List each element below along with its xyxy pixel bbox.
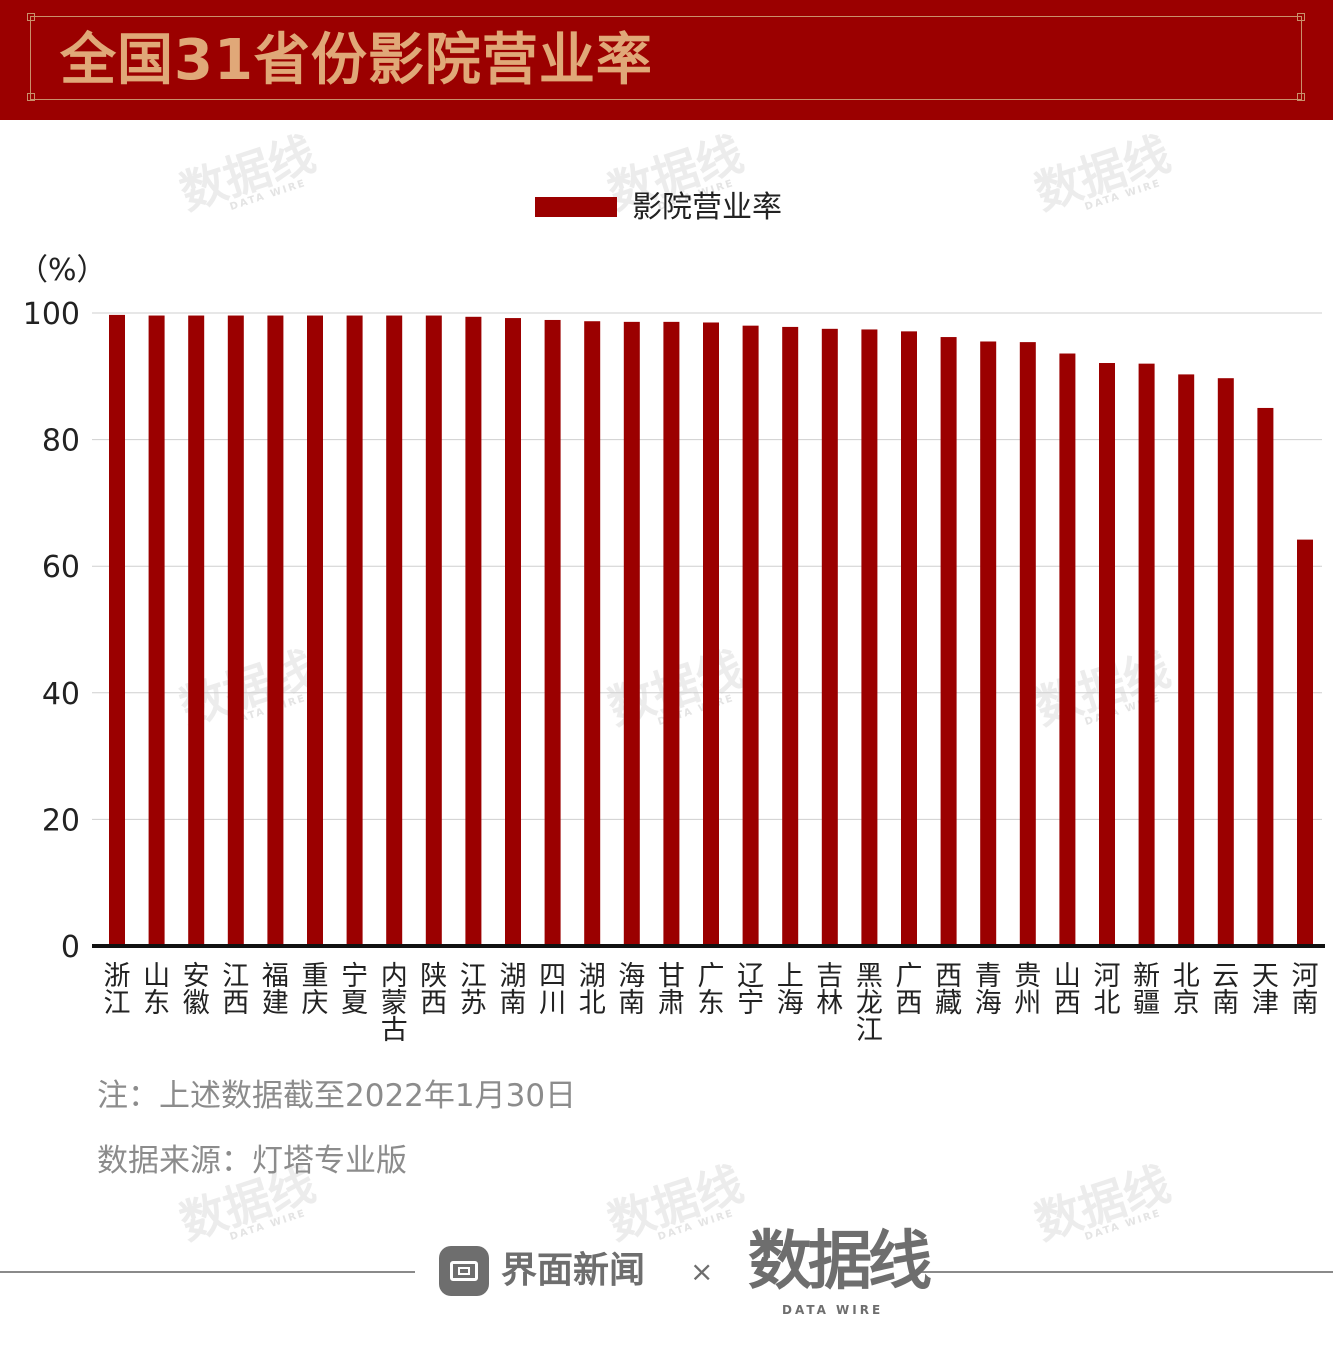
x-tick-label: 宁夏 bbox=[341, 961, 368, 1019]
bar bbox=[782, 326, 799, 946]
bar bbox=[623, 321, 640, 946]
x-tick-label: 贵州 bbox=[1014, 961, 1041, 1019]
watermark-sub: DATA WIRE bbox=[1083, 1207, 1163, 1243]
x-tick-label: 辽宁 bbox=[737, 961, 764, 1019]
x-tick-label: 陕西 bbox=[420, 961, 447, 1019]
header-banner: 全国31省份影院营业率 bbox=[0, 0, 1333, 120]
footer-brand: 界面新闻 bbox=[501, 1250, 646, 1291]
bar bbox=[1257, 407, 1274, 946]
partner-logo: 数据线 bbox=[748, 1225, 932, 1299]
bar bbox=[584, 321, 601, 946]
bar bbox=[267, 315, 284, 946]
y-axis-label: （%） bbox=[18, 253, 107, 288]
legend-label: 影院营业率 bbox=[632, 190, 782, 225]
x-tick-label: 河南 bbox=[1292, 961, 1319, 1019]
x-tick-label: 黑龙江 bbox=[856, 961, 883, 1046]
bar bbox=[663, 321, 680, 946]
banner-frame bbox=[30, 16, 1302, 100]
x-tick-label: 湖北 bbox=[579, 961, 606, 1019]
x-tick-label: 新疆 bbox=[1133, 961, 1160, 1019]
bar bbox=[465, 316, 482, 947]
x-tick-label: 江苏 bbox=[460, 961, 487, 1019]
bar bbox=[188, 315, 205, 946]
jiemian-logo-icon bbox=[439, 1246, 489, 1296]
x-tick-label: 海南 bbox=[618, 961, 645, 1019]
bar bbox=[1217, 378, 1234, 947]
x-tick-label: 北京 bbox=[1173, 961, 1200, 1019]
banner-corner-ornament bbox=[27, 13, 35, 21]
footer-separator: × bbox=[690, 1255, 714, 1288]
bar bbox=[227, 315, 244, 946]
bar bbox=[307, 315, 323, 946]
banner-corner-ornament bbox=[1297, 93, 1305, 101]
x-tick-label: 内蒙古 bbox=[381, 961, 408, 1046]
bar bbox=[505, 318, 521, 947]
bar bbox=[386, 315, 403, 946]
bar-chart: 0 20 40 60 80 100 （%） 影院营业率浙江山东安徽江西福建重庆宁夏内蒙古陕西江… bbox=[18, 190, 1325, 1046]
banner-corner-ornament bbox=[1297, 13, 1305, 21]
banner-corner-ornament bbox=[27, 93, 35, 101]
bar bbox=[742, 325, 759, 946]
x-tick-label: 福建 bbox=[262, 961, 289, 1019]
x-tick-label: 广东 bbox=[698, 961, 725, 1019]
x-tick-label: 广西 bbox=[896, 961, 923, 1019]
y-tick-label: 40 bbox=[42, 677, 80, 712]
data-source: 数据来源：灯塔专业版 bbox=[97, 1143, 407, 1179]
x-tick-label: 甘肃 bbox=[658, 961, 685, 1019]
bar bbox=[1019, 342, 1036, 946]
y-tick-label: 80 bbox=[42, 424, 80, 459]
bar bbox=[980, 341, 997, 946]
footer-divider-right bbox=[918, 1271, 1333, 1273]
footnote: 注：上述数据截至2022年1月30日 bbox=[97, 1078, 577, 1114]
bar bbox=[861, 329, 878, 946]
page-title: 全国31省份影院营业率 bbox=[60, 28, 653, 93]
x-tick-label: 江西 bbox=[222, 961, 249, 1019]
x-tick-label: 云南 bbox=[1212, 961, 1239, 1019]
x-tick-label: 天津 bbox=[1252, 961, 1279, 1019]
x-tick-label: 安徽 bbox=[183, 961, 210, 1019]
x-tick-label: 山西 bbox=[1054, 961, 1081, 1019]
bar bbox=[821, 328, 838, 946]
bar bbox=[1059, 353, 1076, 947]
bar bbox=[703, 322, 719, 946]
x-tick-label: 湖南 bbox=[500, 961, 527, 1019]
partner-logo-subtitle: DATA WIRE bbox=[782, 1303, 884, 1317]
bar bbox=[544, 319, 561, 946]
x-tick-label: 吉林 bbox=[816, 961, 843, 1019]
bar bbox=[901, 331, 917, 946]
x-tick-label: 四川 bbox=[539, 961, 566, 1019]
y-tick-label: 0 bbox=[61, 930, 80, 965]
bar bbox=[346, 315, 363, 946]
x-tick-label: 山东 bbox=[143, 961, 170, 1019]
footer-divider-left bbox=[0, 1271, 415, 1273]
bar bbox=[1297, 539, 1313, 946]
watermark-sub: DATA WIRE bbox=[228, 1207, 308, 1243]
bar bbox=[1178, 374, 1195, 946]
x-tick-label: 西藏 bbox=[935, 961, 962, 1019]
bar bbox=[109, 314, 125, 946]
x-tick-label: 青海 bbox=[975, 961, 1002, 1019]
legend-swatch bbox=[535, 197, 617, 217]
x-tick-label: 上海 bbox=[777, 961, 804, 1019]
bar bbox=[940, 337, 957, 946]
bar bbox=[1099, 363, 1115, 946]
x-tick-label: 浙江 bbox=[104, 961, 131, 1019]
bar bbox=[148, 315, 165, 946]
x-tick-label: 重庆 bbox=[302, 961, 329, 1019]
bar bbox=[425, 315, 442, 946]
y-tick-label: 20 bbox=[42, 803, 80, 838]
watermark-sub: DATA WIRE bbox=[656, 1207, 736, 1243]
y-tick-label: 100 bbox=[23, 297, 80, 332]
bar bbox=[1138, 363, 1155, 946]
y-tick-label: 60 bbox=[42, 550, 80, 585]
x-tick-label: 河北 bbox=[1094, 961, 1121, 1019]
